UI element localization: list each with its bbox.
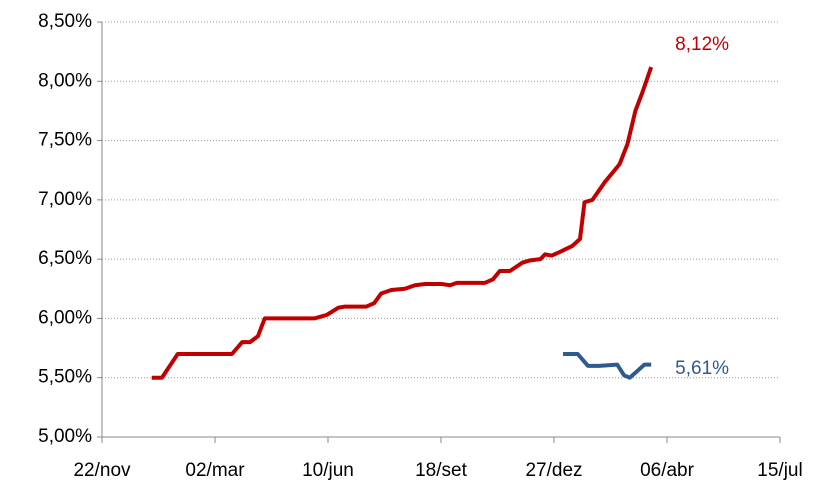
x-tick-label: 22/nov [73,460,131,481]
y-tick-label: 6,50% [38,248,92,269]
x-tick-label: 18/set [415,460,467,481]
x-tick-label: 27/dez [525,460,582,481]
x-tick-label: 06/abr [640,460,695,481]
x-tick-label: 15/jul [757,460,802,481]
x-tick-label: 02/mar [185,460,245,481]
value-label: 8,12% [675,34,729,55]
y-tick-label: 8,00% [38,70,92,91]
y-tick-label: 8,50% [38,11,92,32]
x-tick-label: 10/jun [302,460,354,481]
y-tick-label: 7,00% [38,189,92,210]
series-line [563,352,652,380]
y-tick-label: 5,50% [38,367,92,388]
series-line [151,66,654,380]
y-tick-label: 7,50% [38,130,92,151]
y-tick-label: 5,00% [38,426,92,447]
y-tick-label: 6,00% [38,307,92,328]
value-label: 5,61% [675,358,729,379]
